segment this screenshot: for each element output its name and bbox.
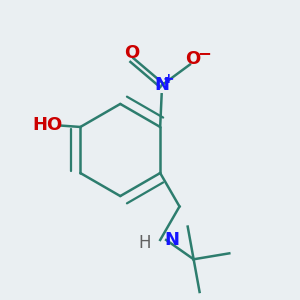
Text: −: − [197, 44, 211, 62]
Text: O: O [185, 50, 200, 68]
Text: H: H [139, 234, 151, 252]
Text: N: N [154, 76, 169, 94]
Text: N: N [165, 231, 180, 249]
Text: +: + [162, 72, 174, 86]
Text: HO: HO [33, 116, 63, 134]
Text: O: O [124, 44, 140, 62]
